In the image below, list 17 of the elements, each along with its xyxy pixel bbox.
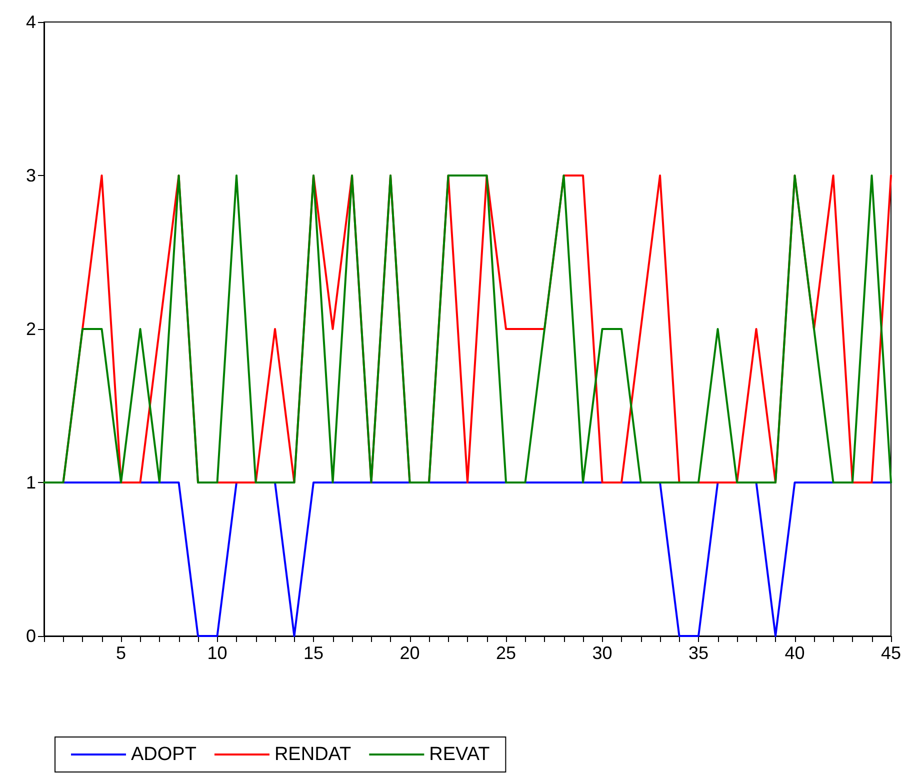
x-tick-label: 35 <box>688 643 709 663</box>
y-tick-label: 2 <box>26 319 36 339</box>
legend-label: REVAT <box>429 744 490 765</box>
y-tick-label: 0 <box>26 626 36 646</box>
legend-label: ADOPT <box>131 744 197 765</box>
x-tick-label: 5 <box>116 643 126 663</box>
y-tick-label: 3 <box>26 166 36 186</box>
y-tick-label: 1 <box>26 472 36 492</box>
x-tick-label: 40 <box>784 643 805 663</box>
x-tick-label: 25 <box>496 643 516 663</box>
x-tick-label: 45 <box>880 643 902 663</box>
x-tick-label: 10 <box>207 643 228 663</box>
x-tick-label: 15 <box>303 643 324 663</box>
y-tick-label: 4 <box>26 12 36 32</box>
legend-label: RENDAT <box>274 744 352 765</box>
x-tick-label: 20 <box>400 643 420 663</box>
x-tick-label: 30 <box>592 643 612 663</box>
